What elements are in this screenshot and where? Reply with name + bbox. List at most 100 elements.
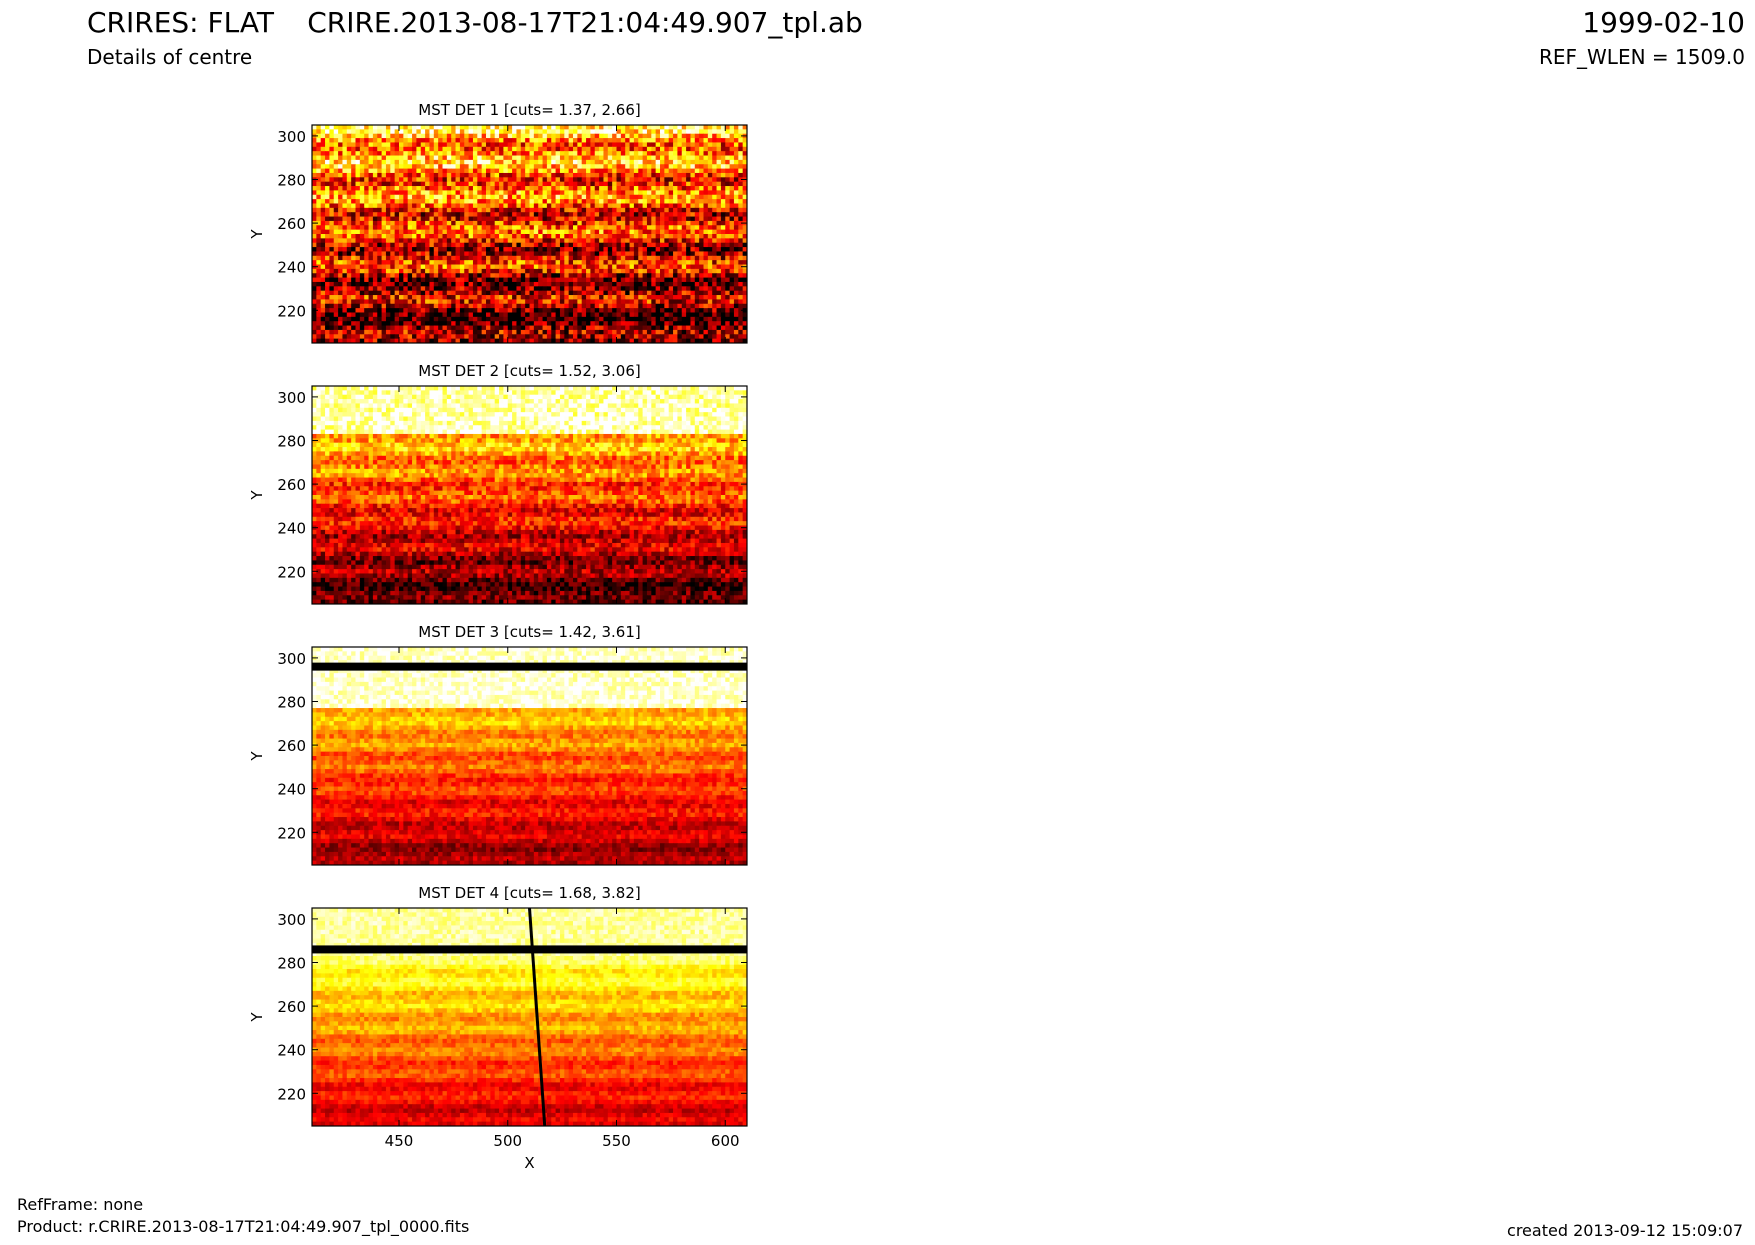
heatmap-cell	[703, 177, 709, 183]
heatmap-cell	[738, 247, 744, 252]
heatmap-cell	[733, 138, 739, 143]
heatmap-cell	[564, 316, 570, 322]
heatmap-cell	[681, 142, 687, 148]
heatmap-cell	[394, 312, 400, 318]
heatmap-cell	[464, 199, 470, 204]
heatmap-cell	[655, 299, 661, 305]
heatmap-cell	[333, 155, 339, 161]
heatmap-cell	[503, 334, 509, 340]
heatmap-cell	[594, 203, 600, 209]
heatmap-cell	[590, 281, 596, 287]
heatmap-cell	[507, 225, 513, 231]
heatmap-cell	[742, 281, 747, 287]
heatmap-cell	[420, 177, 426, 183]
heatmap-cell	[707, 125, 713, 130]
heatmap-cell	[533, 325, 539, 331]
heatmap-cell	[451, 207, 457, 213]
heatmap-cell	[416, 203, 422, 209]
heatmap-cell	[733, 203, 739, 209]
heatmap-cell	[733, 146, 739, 152]
heatmap-cell	[577, 194, 583, 200]
heatmap-cell	[655, 325, 661, 331]
heatmap-cell	[712, 255, 718, 261]
heatmap-cell	[420, 325, 426, 331]
heatmap-cell	[503, 229, 509, 235]
heatmap-cell	[416, 177, 422, 183]
heatmap-cell	[612, 229, 617, 235]
heatmap-cell	[573, 212, 578, 218]
heatmap-cell	[494, 238, 500, 244]
heatmap-cell	[420, 321, 426, 327]
heatmap-cell	[420, 207, 426, 213]
heatmap-cell	[529, 199, 535, 204]
heatmap-cell	[546, 133, 552, 139]
heatmap-cell	[620, 151, 626, 157]
heatmap-cell	[599, 138, 604, 143]
heatmap-cell	[677, 312, 683, 318]
heatmap-cell	[586, 299, 591, 305]
heatmap-cell	[707, 321, 713, 327]
heatmap-cell	[420, 264, 426, 270]
heatmap-cell	[699, 142, 704, 148]
heatmap-cell	[590, 312, 596, 318]
heatmap-cell	[390, 190, 396, 196]
heatmap-cell	[477, 194, 483, 200]
heatmap-cell	[546, 142, 552, 148]
heatmap-cell	[551, 138, 557, 143]
heatmap-cell	[433, 308, 439, 313]
heatmap-cell	[546, 212, 552, 218]
heatmap-cell	[555, 207, 561, 213]
heatmap-cell	[316, 299, 322, 305]
heatmap-cell	[629, 133, 635, 139]
heatmap-cell	[503, 273, 509, 279]
heatmap-cell	[564, 190, 570, 196]
heatmap-cell	[742, 199, 747, 204]
heatmap-cell	[607, 199, 613, 204]
heatmap-cell	[633, 151, 639, 157]
heatmap-cell	[677, 295, 683, 300]
heatmap-cell	[425, 277, 430, 283]
heatmap-cell	[646, 321, 652, 327]
heatmap-cell	[629, 281, 635, 287]
heatmap-cell	[633, 199, 639, 204]
heatmap-cell	[546, 242, 552, 248]
heatmap-cell	[738, 321, 744, 327]
heatmap-cell	[664, 260, 670, 266]
heatmap-cell	[538, 220, 544, 226]
heatmap-cell	[707, 281, 713, 287]
heatmap-cell	[546, 225, 552, 231]
heatmap-cell	[638, 168, 644, 174]
heatmap-cell	[338, 251, 343, 257]
heatmap-cell	[520, 129, 526, 135]
heatmap-cell	[599, 316, 604, 322]
heatmap-cell	[642, 186, 648, 191]
heatmap-cell	[603, 299, 609, 305]
heatmap-cell	[403, 133, 409, 139]
heatmap-cell	[446, 138, 452, 143]
heatmap-cell	[577, 290, 583, 296]
heatmap-cell	[494, 299, 500, 305]
heatmap-cell	[703, 194, 709, 200]
heatmap-cell	[625, 290, 631, 296]
heatmap-cell	[472, 146, 478, 152]
heatmap-cell	[325, 164, 330, 170]
heatmap-cell	[707, 247, 713, 252]
heatmap-cell	[412, 229, 417, 235]
heatmap-cell	[546, 194, 552, 200]
heatmap-cell	[507, 125, 513, 130]
heatmap-cell	[433, 207, 439, 213]
heatmap-cell	[629, 234, 635, 239]
heatmap-cell	[355, 247, 361, 252]
heatmap-cell	[316, 207, 322, 213]
heatmap-cell	[433, 168, 439, 174]
heatmap-cell	[520, 229, 526, 235]
heatmap-cell	[699, 260, 704, 266]
heatmap-cell	[716, 329, 722, 335]
heatmap-cell	[686, 242, 691, 248]
heatmap-cell	[468, 295, 474, 300]
heatmap-cell	[690, 312, 696, 318]
heatmap-cell	[651, 308, 657, 313]
heatmap-cell	[446, 312, 452, 318]
heatmap-cell	[403, 264, 409, 270]
heatmap-cell	[399, 151, 404, 157]
